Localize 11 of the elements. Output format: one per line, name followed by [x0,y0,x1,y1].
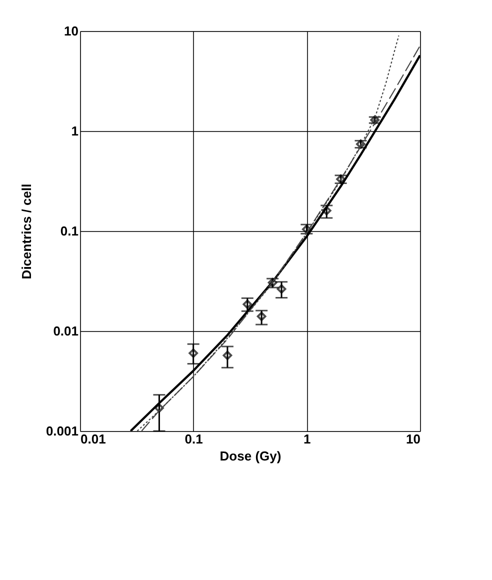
y-tick-label: 1 [71,124,78,138]
y-tick-label: 10 [64,24,78,38]
y-axis-title: Dicentrics / cell [18,184,34,280]
y-tick-label: 0.001 [46,424,78,438]
y-tick-label: 0.01 [53,324,78,338]
x-tick-label: 1 [304,432,311,446]
x-tick-label: 0.01 [80,432,106,446]
x-tick-label: 0.1 [184,432,203,446]
x-axis-title: Dose (Gy) [220,448,282,464]
x-tick-label: 10 [406,432,420,446]
y-tick-label: 0.1 [60,224,78,238]
